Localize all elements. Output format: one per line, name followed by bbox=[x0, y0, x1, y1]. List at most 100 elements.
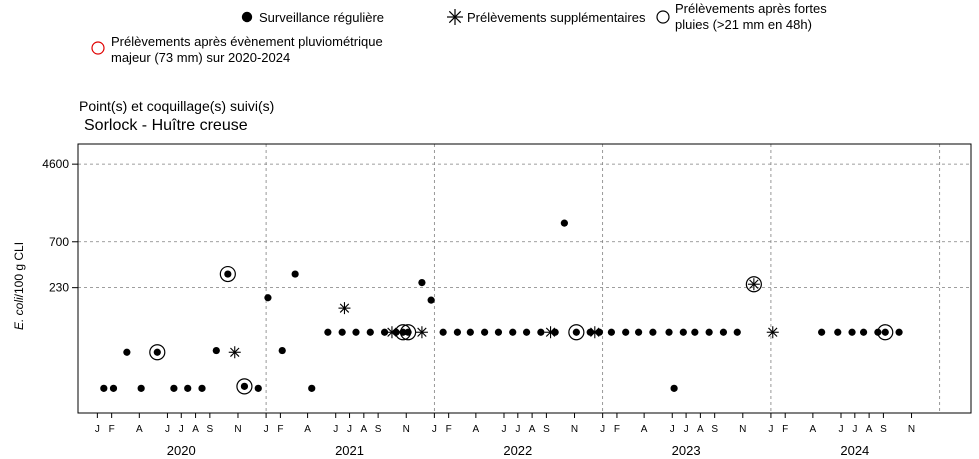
x-tick-label: J bbox=[347, 424, 352, 435]
monitoring-label: Point(s) et coquillage(s) suivi(s) bbox=[79, 98, 274, 114]
legend-regular-label: Surveillance régulière bbox=[259, 10, 384, 25]
regular-point bbox=[137, 384, 145, 392]
x-tick-label: A bbox=[641, 424, 648, 435]
asterisk-stroke bbox=[387, 327, 397, 337]
regular-point bbox=[560, 219, 568, 227]
legend-supplementary-label: Prélèvements supplémentaires bbox=[467, 10, 646, 25]
asterisk-stroke bbox=[590, 327, 600, 337]
regular-point bbox=[635, 328, 643, 336]
legend-major-event-label-line2: majeur (73 mm) sur 2020-2024 bbox=[111, 50, 290, 65]
legend-heavy-rain-label-line2: pluies (>21 mm en 48h) bbox=[675, 17, 812, 32]
x-tick-label: A bbox=[136, 424, 143, 435]
x-tick-label: J bbox=[179, 424, 184, 435]
x-tick-label: F bbox=[614, 424, 620, 435]
regular-point bbox=[100, 384, 108, 392]
y-tick-label: 700 bbox=[49, 235, 69, 249]
regular-point bbox=[895, 328, 903, 336]
x-tick-label: S bbox=[207, 424, 214, 435]
legend-regular-dot-icon bbox=[241, 11, 253, 23]
regular-point bbox=[818, 328, 826, 336]
regular-point bbox=[733, 328, 741, 336]
y-tick-label: 4600 bbox=[42, 157, 69, 171]
x-tick-label: J bbox=[501, 424, 506, 435]
x-tick-label: N bbox=[908, 424, 915, 435]
legend: Surveillance régulière Prélèvements supp… bbox=[91, 1, 827, 65]
x-tick-label: A bbox=[473, 424, 480, 435]
x-tick-label: J bbox=[95, 424, 100, 435]
y-tick-label: 230 bbox=[49, 281, 69, 295]
x-tick-label: N bbox=[739, 424, 746, 435]
regular-point bbox=[649, 328, 657, 336]
regular-point bbox=[834, 328, 842, 336]
x-tick-label: A bbox=[697, 424, 704, 435]
regular-point bbox=[153, 348, 161, 356]
year-label: 2021 bbox=[335, 443, 364, 458]
legend-open-circle-icon bbox=[656, 10, 670, 24]
x-tick-label: S bbox=[880, 424, 887, 435]
regular-point bbox=[352, 328, 360, 336]
year-label: 2024 bbox=[840, 443, 869, 458]
regular-point bbox=[198, 384, 206, 392]
plot-frame bbox=[77, 143, 972, 414]
regular-point bbox=[481, 328, 489, 336]
legend-heavy-rain-label-line1: Prélèvements après fortes bbox=[675, 1, 827, 16]
x-tick-label: J bbox=[165, 424, 170, 435]
legend-red-circle-icon bbox=[91, 41, 105, 55]
x-tick-label: A bbox=[810, 424, 817, 435]
regular-point bbox=[308, 384, 316, 392]
supplementary-point bbox=[228, 346, 241, 359]
supplementary-point bbox=[338, 302, 351, 315]
year-label: 2020 bbox=[167, 443, 196, 458]
x-tick-label: A bbox=[304, 424, 311, 435]
x-tick-label: J bbox=[838, 424, 843, 435]
regular-point bbox=[224, 270, 232, 278]
regular-point bbox=[109, 384, 118, 392]
regular-point bbox=[522, 328, 531, 336]
legend-asterisk-icon bbox=[447, 9, 463, 25]
data-points bbox=[100, 219, 903, 395]
supplementary-point bbox=[747, 278, 760, 291]
regular-point bbox=[572, 328, 580, 336]
regular-point bbox=[278, 346, 286, 355]
x-tick-label: N bbox=[571, 424, 578, 435]
asterisk-stroke bbox=[339, 303, 350, 313]
asterisk-stroke bbox=[230, 347, 240, 357]
heavy-rain-point bbox=[394, 324, 412, 341]
site-name: Sorlock - Huître creuse bbox=[84, 117, 248, 134]
regular-point bbox=[679, 328, 687, 336]
x-tick-label: S bbox=[543, 424, 550, 435]
supplementary-point bbox=[588, 326, 601, 339]
regular-point bbox=[380, 328, 389, 336]
regular-point bbox=[366, 328, 374, 336]
y-axis-label: E. coli/100 g CLI bbox=[12, 242, 26, 330]
x-tick-label: J bbox=[515, 424, 520, 435]
supplementary-point bbox=[766, 326, 779, 339]
regular-point bbox=[859, 328, 868, 336]
regular-point bbox=[439, 328, 447, 336]
regular-point bbox=[607, 328, 616, 336]
regular-point bbox=[537, 328, 545, 336]
asterisk-stroke bbox=[768, 327, 778, 337]
regular-point bbox=[291, 270, 299, 278]
x-tick-label: F bbox=[109, 424, 115, 435]
supplementary-point bbox=[385, 326, 398, 339]
legend-major-event-label-line1: Prélèvements après évènement pluviométri… bbox=[111, 34, 383, 49]
x-tick-label: F bbox=[277, 424, 283, 435]
regular-point bbox=[338, 328, 346, 336]
grid bbox=[78, 144, 971, 413]
regular-point bbox=[670, 384, 678, 392]
heavy-rain-point bbox=[219, 265, 236, 283]
regular-point bbox=[212, 346, 220, 355]
regular-point bbox=[264, 294, 272, 302]
asterisk-stroke bbox=[749, 279, 759, 289]
year-label: 2023 bbox=[672, 443, 701, 458]
x-tick-label: J bbox=[333, 424, 338, 435]
regular-point bbox=[123, 348, 131, 356]
heavy-rain-point bbox=[877, 324, 894, 341]
regular-point bbox=[705, 328, 713, 336]
regular-point bbox=[719, 328, 728, 336]
x-tick-label: A bbox=[360, 424, 367, 435]
regular-point bbox=[665, 328, 673, 336]
